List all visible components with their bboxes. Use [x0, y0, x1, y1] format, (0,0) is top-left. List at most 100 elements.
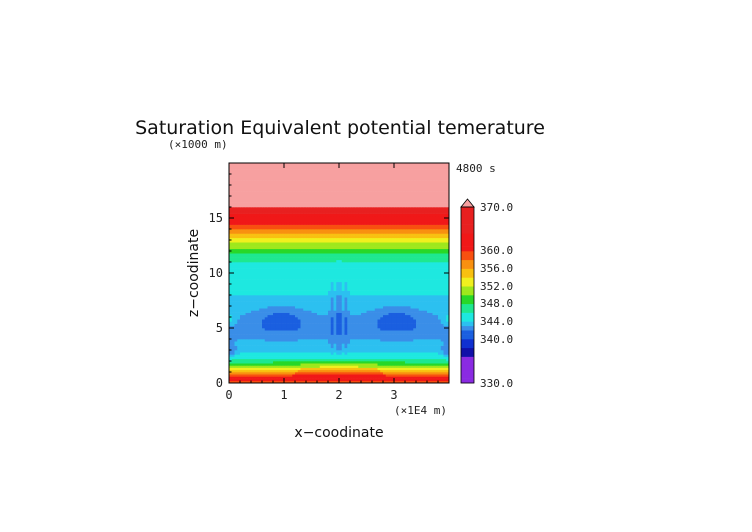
heatmap-cell: [432, 347, 436, 351]
heatmap-cell: [245, 277, 249, 280]
heatmap-cell: [297, 339, 301, 342]
heatmap-cell: [248, 358, 252, 362]
heatmap-cell: [237, 341, 241, 344]
heatmap-cell: [344, 358, 348, 362]
heatmap-cell: [424, 253, 428, 256]
heatmap-cell: [405, 292, 409, 296]
heatmap-cell: [325, 277, 329, 280]
heatmap-cell: [314, 372, 318, 375]
heatmap-cell: [237, 281, 241, 285]
heatmap-cell: [275, 345, 279, 349]
heatmap-cell: [385, 372, 389, 375]
heatmap-cell: [372, 284, 376, 287]
heatmap-cell: [253, 306, 257, 309]
heatmap-cell: [242, 372, 246, 375]
heatmap-cell: [416, 350, 420, 353]
heatmap-cell: [242, 295, 246, 298]
heatmap-cell: [405, 319, 409, 322]
heatmap-cell: [358, 310, 362, 313]
heatmap-cell: [352, 323, 356, 327]
heatmap-cell: [380, 306, 384, 309]
heatmap-cell: [377, 380, 381, 383]
heatmap-cell: [237, 251, 241, 254]
heatmap-cell: [267, 367, 271, 371]
heatmap-cell: [358, 343, 362, 346]
heatmap-cell: [306, 334, 310, 338]
heatmap-cell: [295, 262, 299, 265]
heatmap-cell: [361, 343, 365, 346]
heatmap-cell: [270, 321, 274, 324]
heatmap-cell: [421, 262, 425, 265]
heatmap-cell: [295, 317, 299, 320]
heatmap-cell: [281, 297, 285, 300]
heatmap-cell: [369, 341, 373, 344]
heatmap-cell: [424, 369, 428, 373]
heatmap-cell: [418, 257, 422, 261]
heatmap-cell: [292, 290, 296, 294]
heatmap-cell: [275, 253, 279, 256]
heatmap-cell: [377, 246, 381, 250]
heatmap-cell: [245, 275, 249, 278]
heatmap-cell: [273, 275, 277, 278]
heatmap-cell: [237, 354, 241, 357]
heatmap-cell: [380, 297, 384, 300]
heatmap-cell: [284, 347, 288, 351]
heatmap-cell: [278, 372, 282, 375]
heatmap-cell: [443, 284, 447, 287]
heatmap-cell: [322, 374, 326, 377]
heatmap-cell: [363, 262, 367, 265]
heatmap-cell: [240, 365, 244, 368]
heatmap-cell: [388, 317, 392, 320]
heatmap-cell: [259, 244, 263, 247]
heatmap-cell: [270, 325, 274, 329]
heatmap-cell: [410, 259, 414, 263]
heatmap-cell: [358, 251, 362, 254]
heatmap-cell: [388, 266, 392, 269]
heatmap-cell: [416, 325, 420, 329]
heatmap-cell: [410, 268, 414, 272]
heatmap-cell: [256, 264, 260, 267]
heatmap-cell: [361, 288, 365, 291]
heatmap-cell: [284, 363, 288, 366]
heatmap-cell: [229, 295, 233, 298]
heatmap-cell: [242, 363, 246, 366]
heatmap-cell: [427, 310, 431, 313]
heatmap-cell: [374, 372, 378, 375]
heatmap-cell: [440, 290, 444, 294]
heatmap-cell: [347, 303, 351, 307]
heatmap-cell: [248, 255, 252, 258]
heatmap-cell: [407, 365, 411, 368]
heatmap-cell: [281, 336, 285, 340]
heatmap-cell: [413, 292, 417, 296]
heatmap-cell: [270, 277, 274, 280]
heatmap-cell: [234, 317, 238, 320]
heatmap-cell: [264, 310, 268, 313]
heatmap-cell: [328, 297, 332, 300]
heatmap-cell: [355, 321, 359, 324]
heatmap-cell: [306, 308, 310, 311]
heatmap-cell: [336, 341, 340, 344]
heatmap-cell: [418, 310, 422, 313]
heatmap-cell: [341, 369, 345, 373]
heatmap-cell: [303, 350, 307, 353]
heatmap-cell: [391, 380, 395, 383]
heatmap-cell: [278, 257, 282, 261]
heatmap-cell: [325, 369, 329, 373]
heatmap-cell: [319, 323, 323, 327]
heatmap-cell: [388, 354, 392, 357]
heatmap-cell: [405, 246, 409, 250]
heatmap-cell: [388, 374, 392, 377]
heatmap-cell: [432, 273, 436, 276]
heatmap-cell: [413, 317, 417, 320]
heatmap-cell: [427, 380, 431, 383]
heatmap-cell: [446, 374, 449, 377]
heatmap-cell: [361, 251, 365, 254]
heatmap-cell: [245, 341, 249, 344]
heatmap-cell: [322, 358, 326, 362]
heatmap-cell: [256, 257, 260, 261]
heatmap-cell: [333, 253, 337, 256]
heatmap-cell: [262, 268, 266, 272]
heatmap-cell: [248, 259, 252, 263]
heatmap-cell: [399, 277, 403, 280]
heatmap-cell: [350, 339, 354, 342]
